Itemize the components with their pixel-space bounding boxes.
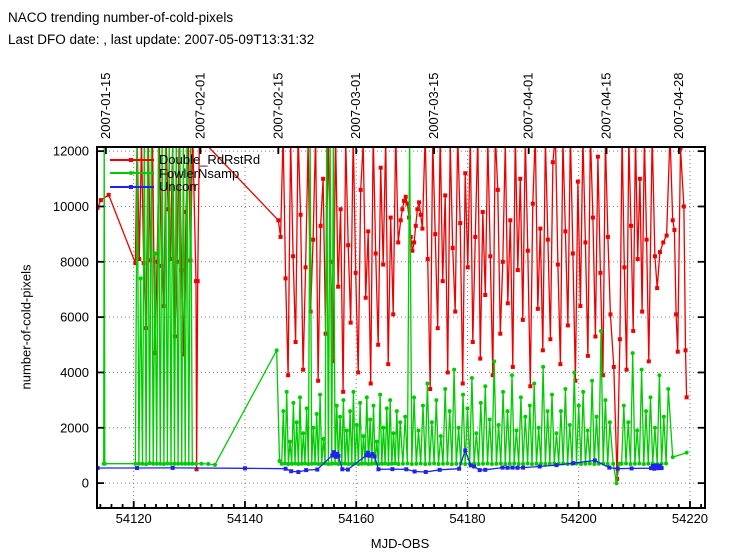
- svg-text:54140: 54140: [227, 511, 263, 526]
- svg-text:2000: 2000: [60, 420, 89, 435]
- legend-label: Double_RdRstRd: [159, 152, 261, 167]
- chart-subtitle: Last DFO date: , last update: 2007-05-09…: [8, 32, 315, 47]
- svg-text:2007-04-01: 2007-04-01: [521, 73, 536, 140]
- tick-labels: 54120 54140 54160 54180 54200 54220 0 2000 4000 6…: [53, 73, 708, 527]
- legend-line-sample-icon: [110, 184, 154, 189]
- svg-text:4000: 4000: [60, 365, 89, 380]
- svg-text:8000: 8000: [60, 254, 89, 269]
- svg-text:2007-03-15: 2007-03-15: [426, 73, 441, 140]
- svg-text:2007-03-01: 2007-03-01: [348, 73, 363, 140]
- legend-marker-icon: [129, 184, 133, 189]
- y-axis-title: number-of-cold-pixels: [18, 264, 34, 390]
- x-axis-title: MJD-OBS: [370, 536, 430, 551]
- svg-text:12000: 12000: [53, 144, 89, 159]
- svg-text:6000: 6000: [60, 310, 89, 325]
- legend-label: FowlerNsamp: [159, 165, 240, 181]
- legend-entry-double-rdrstrd: Double_RdRstRd: [110, 153, 260, 167]
- legend-marker-icon: [129, 171, 133, 176]
- svg-text:2007-04-15: 2007-04-15: [599, 73, 614, 140]
- svg-text:10000: 10000: [53, 199, 89, 214]
- legend-marker-icon: [129, 157, 133, 162]
- legend-entry-fowlernsamp: FowlerNsamp: [110, 165, 260, 181]
- svg-text:0: 0: [82, 476, 89, 491]
- series-fowlernsamp: [101, 147, 689, 486]
- svg-text:2007-02-15: 2007-02-15: [270, 73, 285, 140]
- svg-text:54220: 54220: [672, 511, 708, 526]
- legend-label: Uncorr: [159, 179, 199, 194]
- legend-line-sample-icon: [110, 157, 154, 162]
- svg-text:2007-04-28: 2007-04-28: [671, 73, 686, 140]
- svg-text:54180: 54180: [449, 511, 485, 526]
- series-group: [97, 147, 689, 486]
- svg-text:2007-02-01: 2007-02-01: [192, 73, 207, 140]
- svg-text:2007-01-15: 2007-01-15: [98, 73, 113, 140]
- legend-line-sample-icon: [110, 171, 154, 176]
- legend: Double_RdRstRd FowlerNsamp Uncorr: [110, 153, 260, 194]
- tick-marks: [97, 147, 705, 508]
- svg-text:54160: 54160: [338, 511, 374, 526]
- svg-text:54120: 54120: [116, 511, 152, 526]
- legend-entry-uncorr: Uncorr: [110, 180, 260, 194]
- series-uncorr: [97, 448, 664, 475]
- svg-text:54200: 54200: [561, 511, 597, 526]
- chart-title: NACO trending number-of-cold-pixels: [8, 10, 234, 25]
